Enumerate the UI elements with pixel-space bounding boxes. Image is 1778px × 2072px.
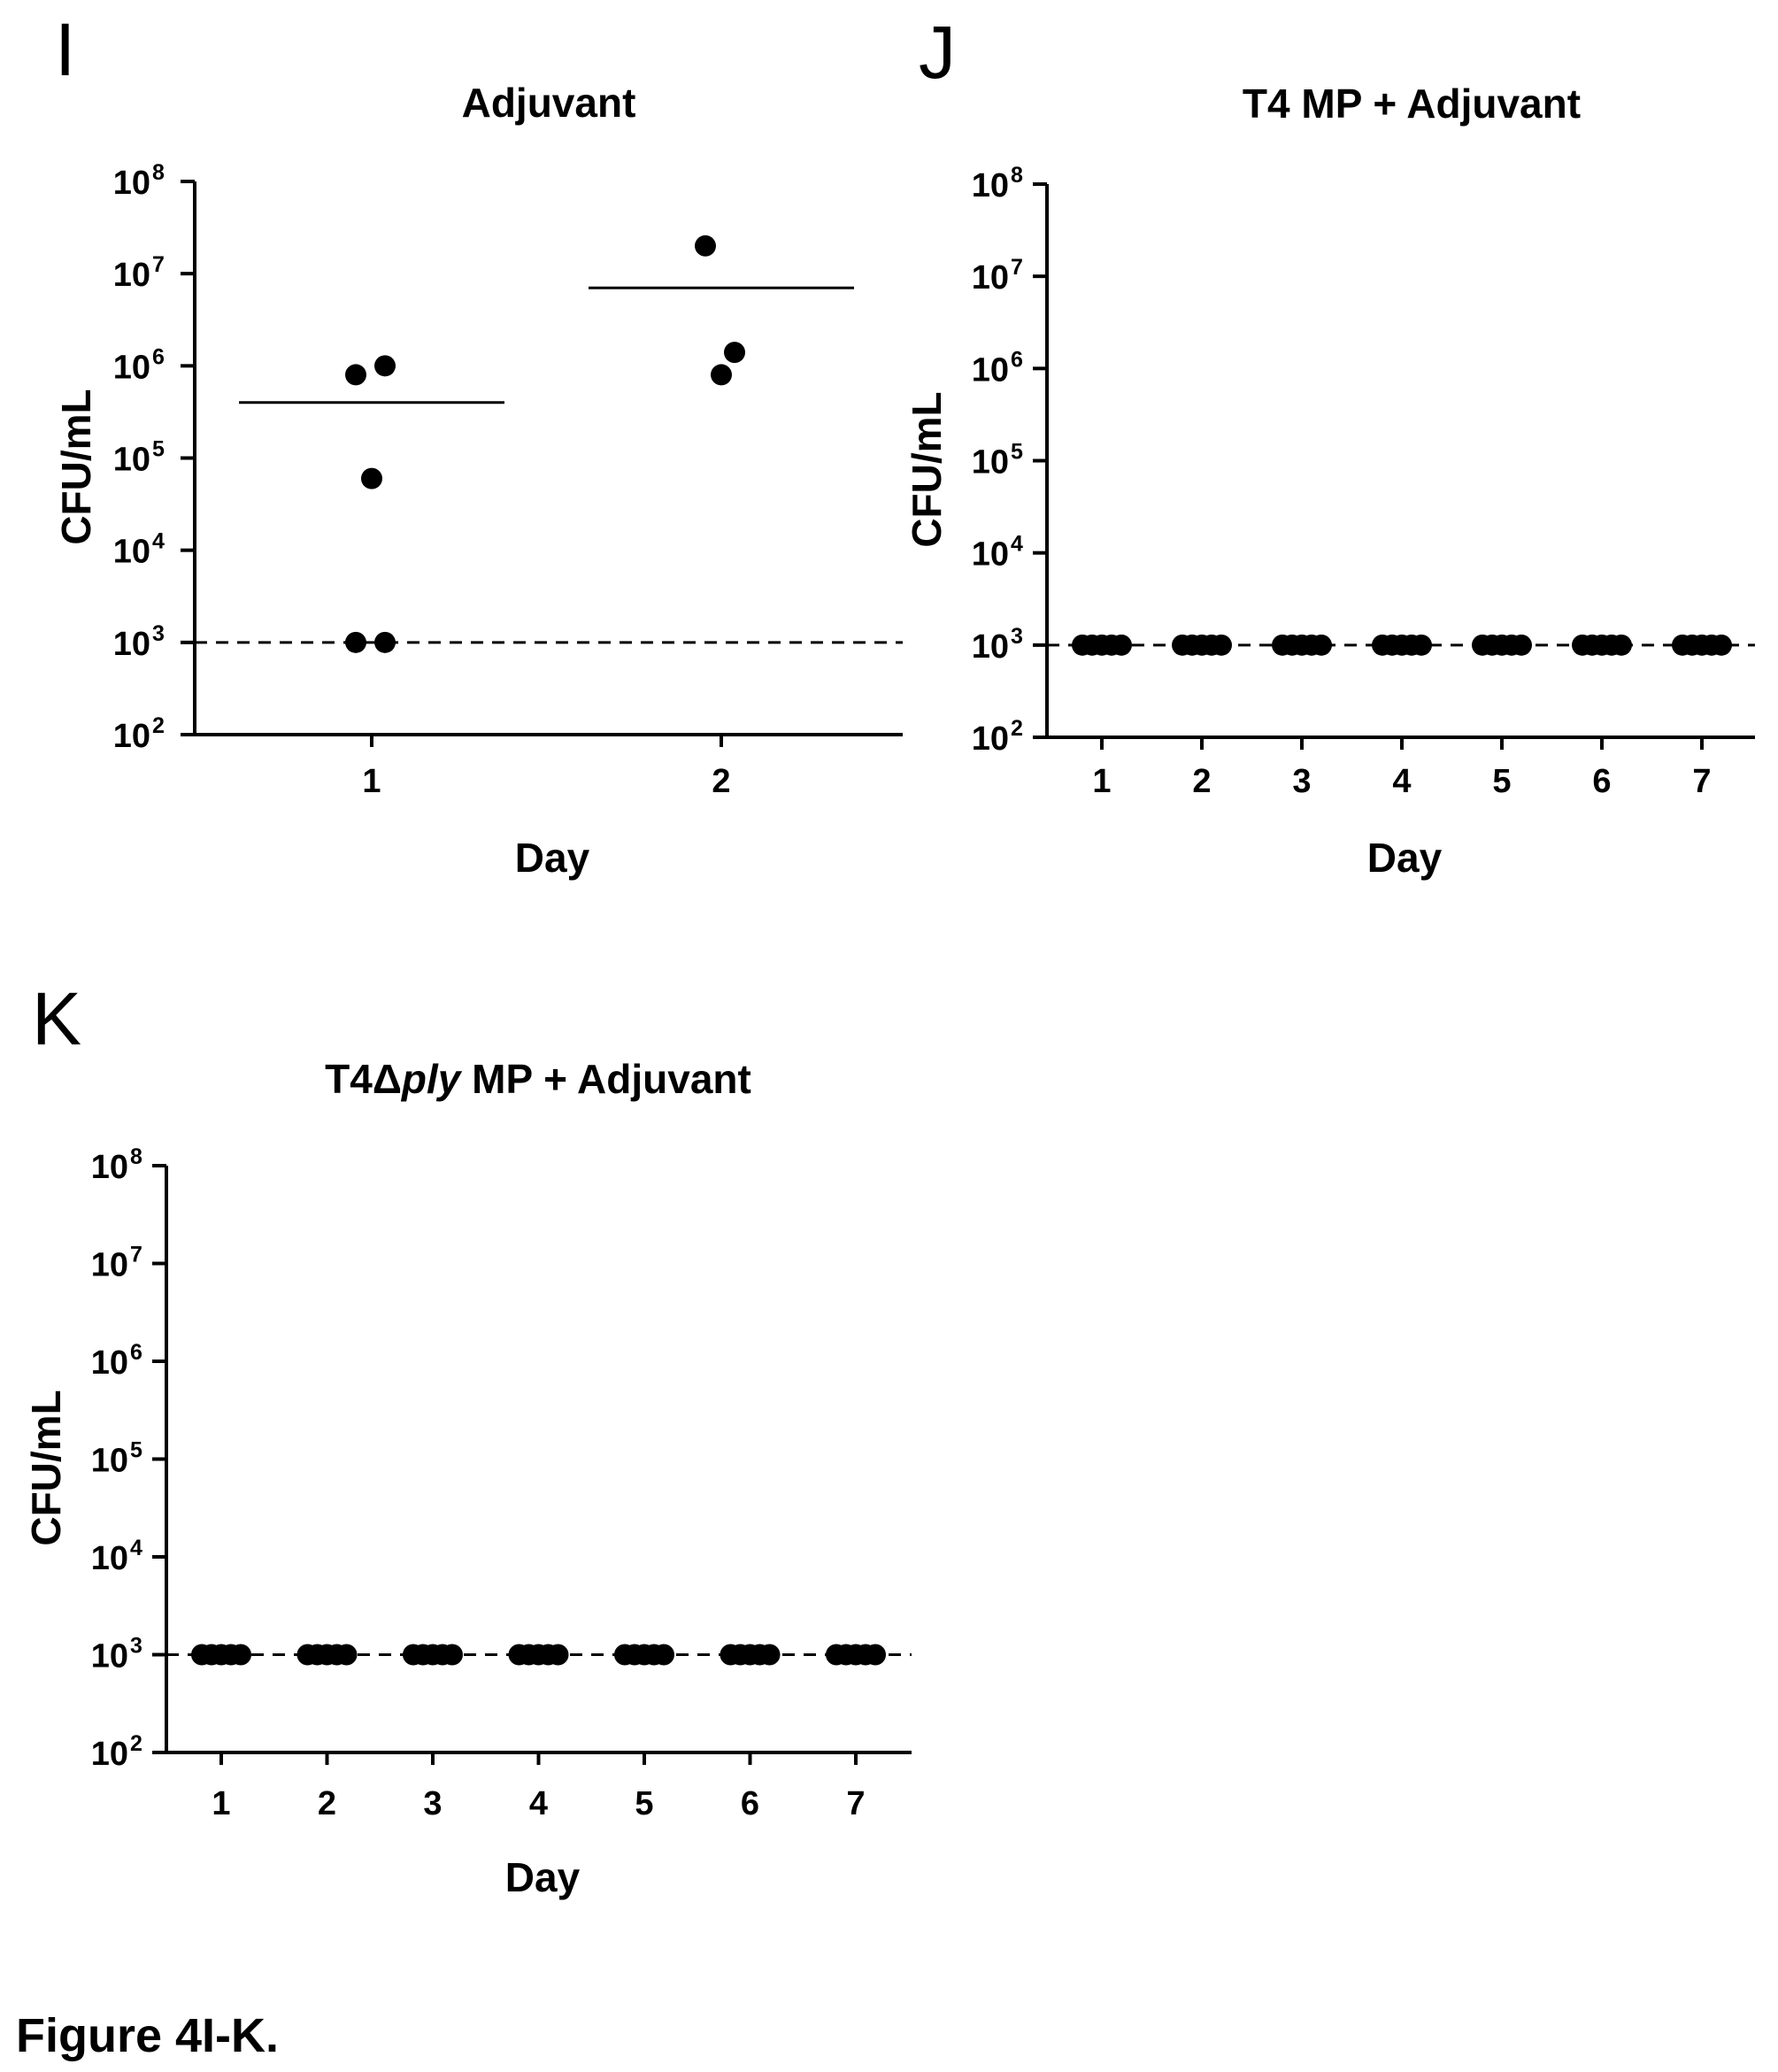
- y-tick-exponent: 6: [130, 1340, 142, 1365]
- x-tick-label: 1: [1092, 763, 1111, 800]
- y-tick-exponent: 8: [152, 160, 165, 185]
- y-tick-label: 10: [113, 349, 150, 386]
- x-tick-label: 6: [1592, 763, 1611, 800]
- data-point: [865, 1644, 886, 1666]
- x-tick-label: 1: [212, 1785, 230, 1822]
- y-tick-exponent: 7: [1011, 255, 1023, 280]
- data-point: [1711, 634, 1732, 656]
- x-tick-label: 4: [1392, 763, 1411, 800]
- y-tick-label: 10: [91, 1247, 128, 1284]
- figure-caption: Figure 4I-K.: [16, 2009, 279, 2062]
- y-tick-label: 10: [91, 1638, 128, 1675]
- data-point: [695, 235, 716, 257]
- data-point: [374, 631, 396, 653]
- y-tick-exponent: 7: [130, 1243, 142, 1267]
- y-tick-exponent: 2: [1011, 716, 1023, 741]
- y-tick-label: 10: [91, 1540, 128, 1577]
- x-tick-label: 5: [635, 1785, 653, 1822]
- y-tick-label: 10: [972, 628, 1009, 666]
- y-axis-label: CFU/mL: [23, 1390, 69, 1545]
- panel-letter: J: [919, 11, 956, 94]
- x-tick-label: 3: [423, 1785, 442, 1822]
- y-tick-exponent: 8: [1011, 163, 1023, 188]
- y-axis-label: CFU/mL: [904, 391, 950, 547]
- data-point: [374, 355, 396, 377]
- y-tick-label: 10: [113, 534, 150, 571]
- data-point: [758, 1644, 781, 1666]
- y-tick-exponent: 4: [130, 1536, 142, 1560]
- y-axis-label: CFU/mL: [53, 389, 99, 544]
- data-point: [1211, 634, 1232, 656]
- x-tick-label: 5: [1492, 763, 1511, 800]
- data-point: [711, 364, 732, 386]
- y-tick-exponent: 4: [152, 529, 165, 554]
- y-tick-exponent: 6: [1011, 347, 1023, 372]
- y-tick-label: 10: [972, 720, 1009, 758]
- data-point: [1311, 634, 1332, 656]
- y-tick-label: 10: [113, 165, 150, 202]
- x-tick-label: 6: [741, 1785, 759, 1822]
- data-point: [442, 1644, 463, 1666]
- data-point: [345, 364, 366, 386]
- data-point: [1611, 634, 1632, 656]
- x-tick-label: 2: [318, 1785, 336, 1822]
- y-tick-exponent: 5: [152, 437, 165, 462]
- x-tick-label: 3: [1292, 763, 1311, 800]
- data-point: [345, 631, 366, 653]
- y-tick-label: 10: [972, 536, 1009, 574]
- y-tick-exponent: 3: [130, 1634, 142, 1659]
- y-tick-exponent: 3: [152, 621, 165, 646]
- y-tick-label: 10: [113, 626, 150, 663]
- data-point: [335, 1644, 358, 1666]
- data-point: [653, 1644, 674, 1666]
- y-tick-exponent: 4: [1011, 532, 1023, 557]
- x-axis-label: Day: [505, 1854, 581, 1900]
- data-point: [547, 1644, 569, 1666]
- y-tick-label: 10: [972, 444, 1009, 481]
- x-tick-label: 4: [529, 1785, 548, 1822]
- data-point: [361, 467, 382, 489]
- data-point: [724, 342, 745, 364]
- chart-title: T4Δply MP + Adjuvant: [325, 1056, 751, 1102]
- y-tick-exponent: 7: [152, 252, 165, 277]
- data-point: [1511, 634, 1532, 656]
- y-tick-label: 10: [972, 351, 1009, 389]
- y-tick-exponent: 5: [130, 1438, 142, 1463]
- x-tick-label: 2: [1192, 763, 1211, 800]
- y-tick-exponent: 5: [1011, 440, 1023, 465]
- y-tick-exponent: 2: [152, 713, 165, 738]
- data-point: [1411, 634, 1432, 656]
- chart-title: Adjuvant: [462, 80, 636, 126]
- y-tick-exponent: 2: [130, 1731, 142, 1756]
- panel-letter: K: [32, 977, 81, 1060]
- panel-letter: I: [55, 8, 75, 91]
- x-tick-label: 2: [712, 763, 730, 800]
- x-tick-label: 7: [1692, 763, 1711, 800]
- x-axis-label: Day: [515, 835, 590, 881]
- y-tick-label: 10: [972, 259, 1009, 297]
- y-tick-label: 10: [113, 718, 150, 755]
- y-tick-label: 10: [91, 1344, 128, 1382]
- x-axis-label: Day: [1367, 835, 1443, 881]
- y-tick-label: 10: [972, 167, 1009, 204]
- y-tick-label: 10: [91, 1443, 128, 1480]
- chart-title: T4 MP + Adjuvant: [1243, 81, 1581, 127]
- y-tick-label: 10: [91, 1736, 128, 1773]
- x-tick-label: 7: [846, 1785, 865, 1822]
- data-point: [230, 1644, 251, 1666]
- y-tick-label: 10: [113, 442, 150, 479]
- x-tick-label: 1: [362, 763, 381, 800]
- y-tick-exponent: 6: [152, 344, 165, 369]
- y-tick-exponent: 8: [130, 1144, 142, 1169]
- y-tick-label: 10: [113, 257, 150, 294]
- y-tick-exponent: 3: [1011, 624, 1023, 649]
- data-point: [1111, 634, 1132, 656]
- y-tick-label: 10: [91, 1149, 128, 1186]
